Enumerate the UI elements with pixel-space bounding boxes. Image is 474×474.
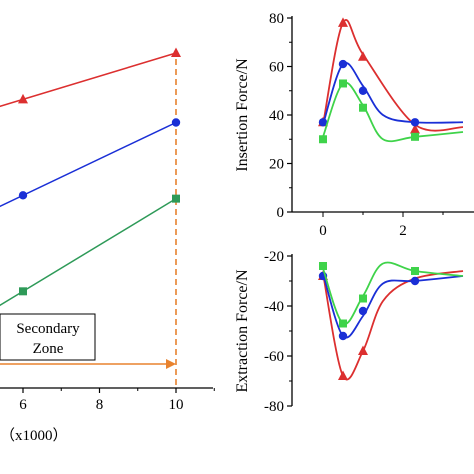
insertion-y-tick-label: 80 (269, 11, 284, 27)
left-series-marker-green (172, 194, 180, 203)
extraction-series-marker-blue (410, 276, 420, 286)
extraction-y-tick-label: -80 (264, 399, 284, 415)
secondary-zone-box (0, 313, 96, 361)
insertion-series-marker-red (358, 51, 368, 61)
extraction-series-curve-blue (322, 273, 464, 339)
left-series-line-red (0, 52, 177, 108)
insertion-y-tick-label: 20 (269, 157, 284, 173)
extraction-force-chart: -20 -40 -60 -80 Extraction Force/N 0 2 (234, 223, 464, 415)
insertion-series-marker-green_insertion (359, 103, 367, 112)
insertion-series-marker-red (338, 17, 348, 27)
extraction-series-curve-green_insertion (322, 261, 464, 325)
insertion-series-curve-blue (322, 61, 464, 125)
insertion-y-axis-label: Insertion Force/N (234, 58, 251, 172)
extraction-series-marker-red (338, 370, 348, 380)
insertion-series-marker-green_insertion (339, 79, 347, 88)
extraction-series-marker-red (358, 345, 368, 355)
insertion-series-curve-green_insertion (322, 81, 464, 143)
secondary-zone-label-line1: Secondary (16, 321, 80, 337)
left-series-line-green (0, 197, 177, 307)
extraction-x-tick-label: 2 (399, 223, 407, 239)
axis-unit-label: （x1000） (0, 427, 68, 444)
insertion-force-chart: 0 20 40 60 80 Insertion Force/N (234, 11, 474, 221)
insertion-y-tick-label: 60 (269, 60, 284, 76)
insertion-y-tick-label: 40 (269, 108, 284, 124)
extraction-series-marker-blue (358, 306, 368, 316)
left-chart: 6 8 10 （x1000） Secondary Zone (0, 47, 215, 444)
extraction-y-tick-label: -60 (264, 349, 284, 365)
extraction-series-marker-green_insertion (339, 319, 347, 328)
extraction-x-tick-label: 0 (319, 223, 327, 239)
insertion-series-curve-red (322, 19, 464, 132)
extraction-y-tick-label: -20 (264, 249, 284, 265)
insertion-series-marker-blue (338, 59, 348, 69)
extraction-y-axis-label: Extraction Force/N (234, 269, 251, 393)
left-x-tick-label: 8 (96, 397, 104, 413)
insertion-series-marker-blue (410, 118, 420, 127)
secondary-zone-arrow-head (166, 359, 176, 369)
left-x-tick-label: 10 (169, 397, 184, 413)
left-x-tick-label: 6 (19, 397, 27, 413)
insertion-series-marker-green_insertion (411, 132, 419, 141)
left-series-marker-blue (18, 191, 28, 200)
extraction-y-tick-label: -40 (264, 299, 284, 315)
insertion-series-marker-red (410, 124, 420, 134)
secondary-zone-label-line2: Zone (33, 341, 64, 357)
left-series-line-blue (0, 121, 177, 208)
extraction-series-marker-green_insertion (411, 267, 419, 275)
left-series-marker-green (19, 287, 27, 296)
insertion-series-marker-green_insertion (319, 135, 327, 144)
insertion-y-tick-label: 0 (277, 205, 285, 221)
left-series-marker-red (18, 93, 28, 104)
extraction-series-marker-blue (338, 331, 348, 341)
extraction-series-marker-green_insertion (359, 294, 367, 303)
left-series-marker-red (171, 47, 181, 57)
insertion-series-marker-blue (358, 86, 368, 95)
left-series-marker-blue (171, 118, 181, 127)
extraction-series-marker-green_insertion (319, 262, 327, 270)
insertion-series-marker-blue (318, 118, 328, 127)
